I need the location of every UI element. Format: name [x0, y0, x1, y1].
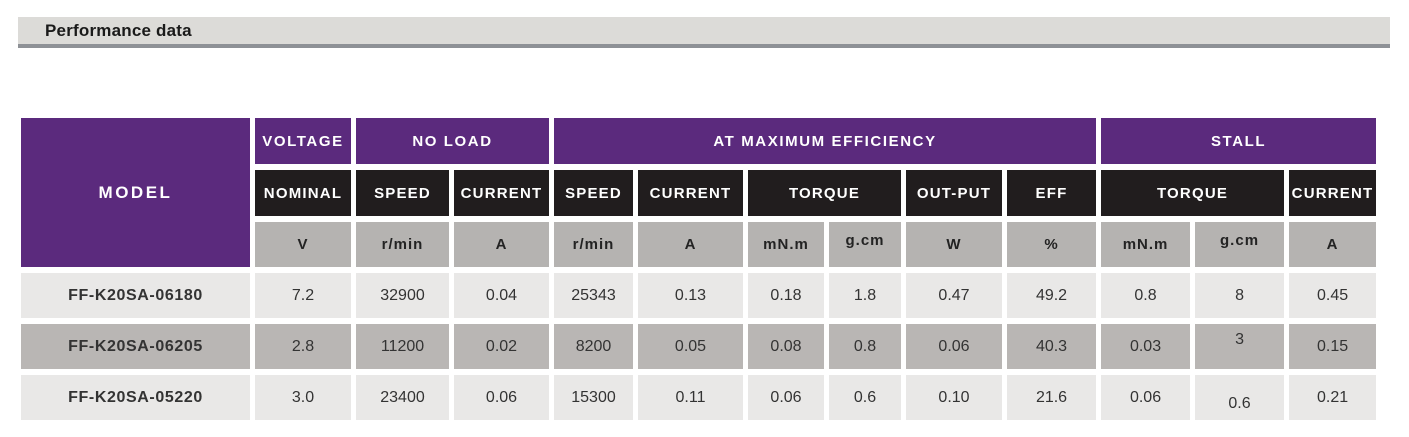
cell-max-eff-torque-gcm: 0.6: [829, 375, 901, 420]
cell-max-eff-current: 0.13: [638, 273, 743, 318]
table-row-ff-k20sa-06180: FF-K20SA-06180 7.2 32900 0.04 25343 0.13…: [21, 273, 1377, 318]
unit-max-eff-torque-gcm: g.cm: [829, 222, 901, 267]
cell-stall-torque-gcm: 3: [1195, 324, 1285, 369]
cell-no-load-speed: 23400: [356, 375, 449, 420]
subheader-stall-torque: TORQUE: [1101, 170, 1285, 216]
cell-max-eff-torque-mnm: 0.08: [748, 324, 824, 369]
cell-max-eff-torque-gcm: 0.8: [829, 324, 901, 369]
section-title-bar: Performance data: [18, 17, 1390, 48]
cell-voltage-nominal: 3.0: [255, 375, 351, 420]
cell-max-eff-torque-mnm: 0.06: [748, 375, 824, 420]
cell-stall-current: 0.21: [1289, 375, 1377, 420]
model-name: FF-K20SA-06205: [21, 324, 250, 369]
group-header-no-load: NO LOAD: [356, 118, 549, 164]
unit-no-load-speed: r/min: [356, 222, 449, 267]
unit-max-eff-speed: r/min: [554, 222, 633, 267]
cell-max-eff-eff: 40.3: [1007, 324, 1097, 369]
cell-max-eff-eff: 21.6: [1007, 375, 1097, 420]
cell-voltage-nominal: 7.2: [255, 273, 351, 318]
cell-max-eff-output: 0.10: [906, 375, 1002, 420]
unit-stall-torque-gcm: g.cm: [1195, 222, 1285, 267]
unit-stall-torque-mnm: mN.m: [1101, 222, 1191, 267]
group-header-stall: STALL: [1101, 118, 1377, 164]
subheader-no-load-speed: SPEED: [356, 170, 449, 216]
subheader-max-eff-speed: SPEED: [554, 170, 633, 216]
cell-max-eff-speed: 15300: [554, 375, 633, 420]
unit-no-load-current: A: [454, 222, 549, 267]
unit-max-eff-current: A: [638, 222, 743, 267]
cell-stall-current: 0.45: [1289, 273, 1377, 318]
subheader-max-eff-current: CURRENT: [638, 170, 743, 216]
cell-max-eff-eff: 49.2: [1007, 273, 1097, 318]
group-header-row: MODEL VOLTAGE NO LOAD AT MAXIMUM EFFICIE…: [21, 118, 1377, 267]
units-row: V r/min A r/min A mN.m g.cm W % mN.m g.c…: [21, 222, 1377, 267]
unit-voltage-nominal: V: [255, 222, 351, 267]
subheader-no-load-current: CURRENT: [454, 170, 549, 216]
unit-max-eff-eff: %: [1007, 222, 1097, 267]
cell-stall-current: 0.15: [1289, 324, 1377, 369]
cell-stall-torque-mnm: 0.8: [1101, 273, 1191, 318]
subheader-stall-current: CURRENT: [1289, 170, 1377, 216]
subheader-max-eff-output: OUT-PUT: [906, 170, 1002, 216]
column-header-model: MODEL: [21, 118, 250, 267]
cell-max-eff-current: 0.05: [638, 324, 743, 369]
cell-stall-torque-gcm: 8: [1195, 273, 1285, 318]
cell-stall-torque-gcm: 0.6: [1195, 375, 1285, 420]
cell-stall-torque-mnm: 0.03: [1101, 324, 1191, 369]
table-row-ff-k20sa-06205: FF-K20SA-06205 2.8 11200 0.02 8200 0.05 …: [21, 324, 1377, 369]
cell-voltage-nominal: 2.8: [255, 324, 351, 369]
cell-no-load-current: 0.04: [454, 273, 549, 318]
cell-no-load-speed: 11200: [356, 324, 449, 369]
subheader-row: NOMINAL SPEED CURRENT SPEED CURRENT TORQ…: [21, 170, 1377, 216]
unit-max-eff-torque-mnm: mN.m: [748, 222, 824, 267]
cell-max-eff-speed: 8200: [554, 324, 633, 369]
cell-max-eff-current: 0.11: [638, 375, 743, 420]
unit-stall-current: A: [1289, 222, 1377, 267]
section-title: Performance data: [45, 21, 192, 40]
cell-no-load-speed: 32900: [356, 273, 449, 318]
group-header-voltage: VOLTAGE: [255, 118, 351, 164]
cell-no-load-current: 0.06: [454, 375, 549, 420]
cell-max-eff-torque-mnm: 0.18: [748, 273, 824, 318]
cell-max-eff-output: 0.06: [906, 324, 1002, 369]
subheader-max-eff-torque: TORQUE: [748, 170, 901, 216]
group-header-max-efficiency: AT MAXIMUM EFFICIENCY: [554, 118, 1097, 164]
model-name: FF-K20SA-06180: [21, 273, 250, 318]
unit-max-eff-output: W: [906, 222, 1002, 267]
model-name: FF-K20SA-05220: [21, 375, 250, 420]
cell-stall-torque-mnm: 0.06: [1101, 375, 1191, 420]
table-row-ff-k20sa-05220: FF-K20SA-05220 3.0 23400 0.06 15300 0.11…: [21, 375, 1377, 420]
subheader-voltage-nominal: NOMINAL: [255, 170, 351, 216]
cell-max-eff-speed: 25343: [554, 273, 633, 318]
cell-max-eff-output: 0.47: [906, 273, 1002, 318]
performance-table-container: MODEL VOLTAGE NO LOAD AT MAXIMUM EFFICIE…: [16, 112, 1381, 426]
cell-max-eff-torque-gcm: 1.8: [829, 273, 901, 318]
subheader-max-eff-eff: EFF: [1007, 170, 1097, 216]
cell-no-load-current: 0.02: [454, 324, 549, 369]
performance-table: MODEL VOLTAGE NO LOAD AT MAXIMUM EFFICIE…: [16, 112, 1381, 426]
